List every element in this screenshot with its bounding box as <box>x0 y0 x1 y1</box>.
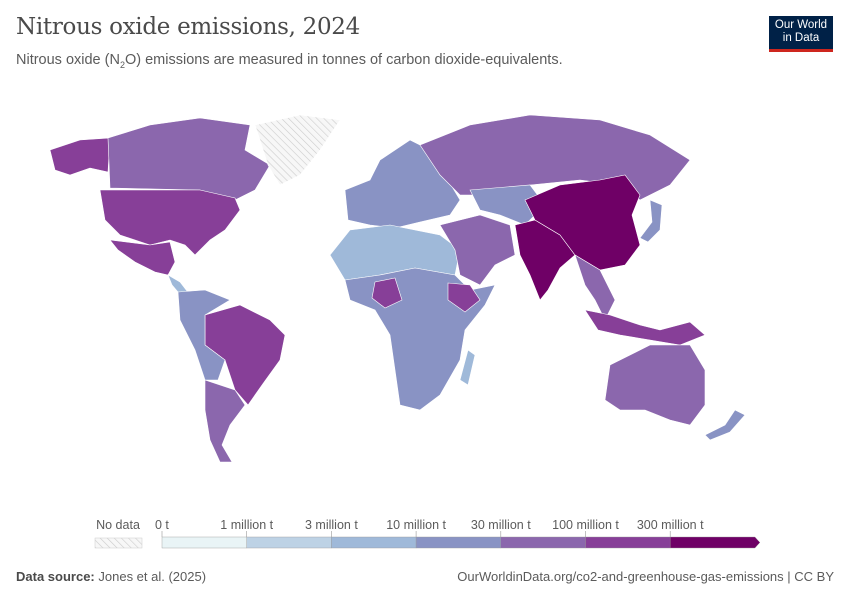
country-mexico[interactable] <box>109 239 176 276</box>
country-south-america-west[interactable] <box>177 289 231 381</box>
legend-swatch <box>500 536 586 549</box>
legend-swatch <box>246 536 332 549</box>
legend-tick-label: 100 million t <box>552 518 619 532</box>
country-indonesia[interactable] <box>584 309 706 346</box>
legend: No data 0 t 1 million t 3 million t 10 milli… <box>94 518 761 549</box>
chart-title: Nitrous oxide emissions, 2024 <box>16 14 360 40</box>
source-url[interactable]: OurWorldinData.org/co2-and-greenhouse-ga… <box>457 569 834 584</box>
legend-swatch <box>161 536 247 549</box>
legend-tick-label: 1 million t <box>220 518 273 532</box>
country-australia[interactable] <box>604 344 706 426</box>
country-nigeria[interactable] <box>371 277 403 309</box>
legend-tick-label: 300 million t <box>637 518 704 532</box>
country-argentina[interactable] <box>204 379 246 463</box>
country-japan[interactable] <box>639 199 663 243</box>
country-new-zealand[interactable] <box>704 409 746 441</box>
legend-tick-label: 0 t <box>155 518 169 532</box>
legend-tick-label: 10 million t <box>386 518 446 532</box>
country-usa[interactable] <box>99 189 241 256</box>
country-middle-east[interactable] <box>439 214 516 286</box>
legend-swatch <box>670 536 761 549</box>
legend-no-data-swatch <box>94 537 143 549</box>
legend-swatch <box>585 536 671 549</box>
legend-tick-label: 3 million t <box>305 518 358 532</box>
country-china[interactable] <box>524 174 641 271</box>
country-canada[interactable] <box>107 117 271 201</box>
country-greenland[interactable] <box>254 114 341 186</box>
legend-tick-label: 30 million t <box>471 518 531 532</box>
country-alaska[interactable] <box>49 137 111 176</box>
country-madagascar[interactable] <box>459 349 476 386</box>
source-link[interactable]: Jones et al. (2025) <box>98 569 207 584</box>
legend-swatch <box>331 536 417 549</box>
legend-no-data-label: No data <box>96 518 140 532</box>
data-source: Data source: Jones et al. (2025) <box>16 569 207 584</box>
chart-subtitle: Nitrous oxide (N2O) emissions are measur… <box>16 52 563 70</box>
owid-logo[interactable]: Our World in Data <box>769 16 833 52</box>
legend-swatch <box>415 536 502 549</box>
country-ethiopia[interactable] <box>447 282 481 313</box>
